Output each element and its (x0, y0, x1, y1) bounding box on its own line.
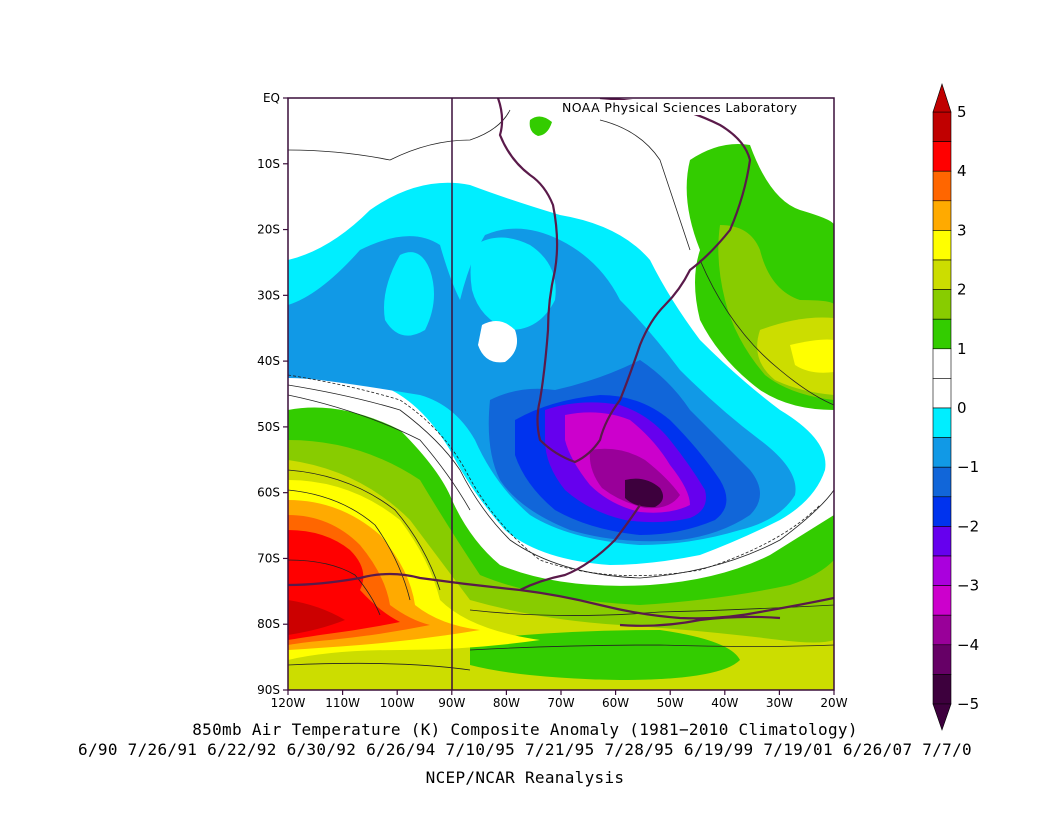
map-plot-area (288, 98, 834, 690)
north-green-patch (529, 116, 552, 136)
lat-tick-label: 20S (257, 223, 280, 237)
continent-outlines (288, 98, 834, 627)
colorbar-segment (932, 407, 952, 438)
colorbar-segment (932, 614, 952, 646)
colorbar-segment (932, 526, 952, 557)
colorbar-segment (932, 348, 952, 379)
colorbar-min-arrow (932, 703, 952, 731)
lat-tick-label: 70S (257, 551, 280, 565)
colorbar-segment (932, 318, 952, 350)
colorbar-label: 4 (957, 162, 967, 180)
lon-tick-label: 20W (820, 696, 847, 710)
colorbar-segment (932, 585, 952, 616)
lon-tick-label: 120W (271, 696, 306, 710)
colorbar-segment (932, 170, 952, 202)
colorbar-label: −2 (957, 517, 979, 535)
credit-label: NOAA Physical Sciences Laboratory (559, 100, 801, 115)
colorbar-segment (932, 378, 952, 409)
colorbar-label: 5 (957, 103, 967, 121)
lat-tick-label: 10S (257, 157, 280, 171)
latitude-axis: EQ 10S 20S 30S 40S 50S 60S 70S 80S 90S (257, 91, 288, 697)
colorbar-segment (932, 674, 952, 705)
lon-tick-label: 80W (493, 696, 520, 710)
cold-cyan-pocket-mid (470, 237, 556, 330)
white-pocket (478, 321, 518, 363)
lon-tick-label: 60W (602, 696, 629, 710)
lat-tick-label: 30S (257, 288, 280, 302)
weddell-coast-outline (619, 615, 781, 627)
atlantic-yellow-core (790, 339, 834, 373)
colorbar-segment (932, 141, 952, 172)
colorbar-segment (932, 289, 952, 320)
data-source: NCEP/NCAR Reanalysis (425, 768, 625, 787)
colorbar-segment (932, 200, 952, 231)
lon-tick-label: 100W (380, 696, 415, 710)
lat-tick-label: EQ (263, 91, 280, 105)
antarctica-coast-outline (288, 572, 834, 620)
colorbar-label: 0 (957, 399, 967, 417)
colorbar-label: −3 (957, 577, 979, 595)
composite-dates: 6/90 7/26/91 6/22/92 6/30/92 6/26/94 7/1… (78, 740, 972, 759)
lon-tick-label: 30W (766, 696, 793, 710)
lon-tick-label: 90W (438, 696, 465, 710)
colorbar-label: 2 (957, 281, 967, 299)
colorbar-segment (932, 230, 952, 261)
lon-tick-label: 40W (711, 696, 738, 710)
lat-tick-label: 60S (257, 486, 280, 500)
colorbar-label: −1 (957, 458, 979, 476)
colorbar-segment (932, 644, 952, 675)
colorbar: 5 4 3 2 1 0 −1 −2 −3 −4 −5 (932, 83, 979, 731)
lon-tick-label: 50W (657, 696, 684, 710)
colorbar-max-arrow (932, 83, 952, 113)
colorbar-label: 1 (957, 340, 967, 358)
lat-tick-label: 40S (257, 354, 280, 368)
lon-tick-label: 110W (325, 696, 360, 710)
contour-lines (288, 109, 834, 671)
lon-tick-label: 70W (547, 696, 574, 710)
colorbar-label: 3 (957, 221, 967, 239)
colorbar-segment (932, 496, 952, 527)
lat-tick-label: 80S (257, 617, 280, 631)
south-america-outline (496, 98, 752, 464)
colorbar-segment (932, 555, 952, 586)
antarctic-green-band (470, 630, 740, 680)
cold-darkpurple-core (625, 478, 664, 508)
figure-title: 850mb Air Temperature (K) Composite Anom… (192, 720, 858, 739)
lat-tick-label: 50S (257, 420, 280, 434)
colorbar-label: −5 (957, 695, 979, 713)
lat-tick-label: 90S (257, 683, 280, 697)
warm-darkred-core (288, 600, 345, 635)
colorbar-segment (932, 111, 952, 142)
antarctic-peninsula-outline (519, 504, 641, 591)
colorbar-segment (932, 466, 952, 498)
colorbar-segment (932, 437, 952, 468)
colorbar-segment (932, 259, 952, 290)
colorbar-label: −4 (957, 636, 979, 654)
cold-cyan-pocket-west (384, 252, 434, 336)
longitude-axis: 120W 110W 100W 90W 80W 70W 60W 50W 40W 30W 20W (271, 690, 848, 710)
